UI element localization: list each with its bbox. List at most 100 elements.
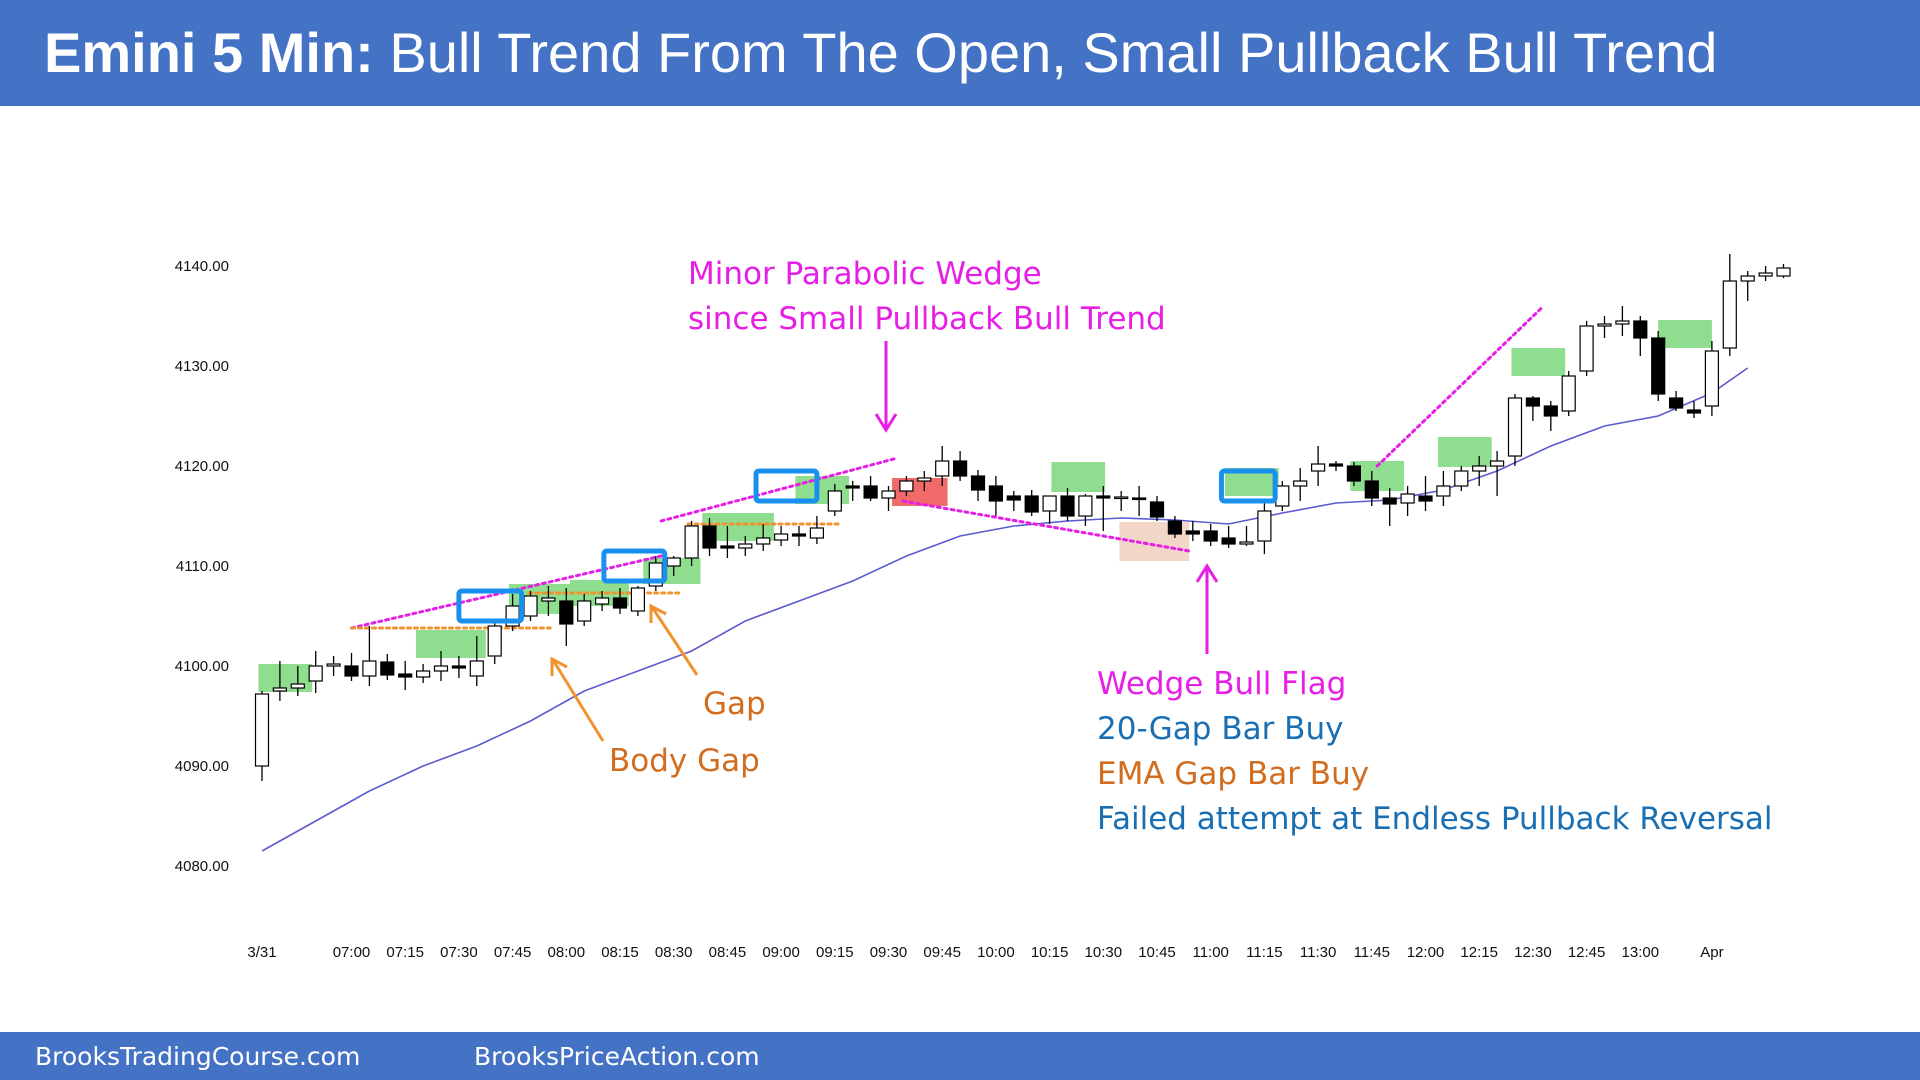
candle [935,446,950,486]
bull-candle-body [1758,272,1773,277]
candle [1436,471,1451,506]
bull-candle-body [1257,510,1272,542]
candle [1024,490,1039,516]
candle [881,486,896,511]
bear-candle-body [1382,497,1397,505]
bear-candle-body [1203,530,1218,542]
bull-candle-body [1454,470,1469,487]
candle [1740,271,1755,301]
candle [738,536,753,556]
candle [773,526,789,546]
magenta-trend-line [659,456,899,523]
footer-link-trading-course[interactable]: BrooksTradingCourse.com [35,1042,361,1071]
y-tick-label: 4080.00 [175,858,229,875]
candle [1489,451,1505,496]
candle [863,476,878,501]
green-zone [1051,462,1106,492]
bull-candle-body [666,557,681,567]
bear-candle-body [1006,495,1021,501]
bear-candle-body [1651,337,1666,395]
candle [1114,491,1129,511]
bull-candle-body [290,683,305,689]
bull-candle-body [1114,496,1129,500]
candle [1507,394,1523,466]
bear-candle-body [398,673,413,678]
parabolic-wedge-arrow [874,341,898,433]
bull-candle-body [594,597,610,605]
candle [1006,491,1021,511]
bear-candle-body [1668,397,1684,409]
candlestick-chart: 4140.00 4130.00 4120.00 4110.00 4100.00 4090.… [175,254,1791,961]
candle [1651,331,1666,401]
candle [1096,486,1111,531]
candle [1167,516,1183,538]
candle [469,636,484,686]
failed-attempt-label: Failed attempt at Endless Pullback Rever… [1097,801,1773,837]
signal-bar-box [753,468,820,504]
x-tick-label: 07:15 [386,944,424,961]
bear-candle-body [451,665,466,669]
annotations: Minor Parabolic Wedge since Small Pullba… [550,256,1773,837]
candle [433,651,449,681]
candle [344,653,359,681]
bull-candle-body [1310,463,1326,472]
candle [1239,526,1254,546]
candle [1078,494,1093,526]
candle [594,591,610,611]
bull-candle-body [1579,325,1594,372]
bear-candle-body [1131,497,1147,501]
bull-candle-body [469,660,484,677]
candle [577,594,592,626]
y-tick-label: 4130.00 [175,358,229,375]
bear-candle-body [1364,480,1379,499]
signal-bar-box [601,548,668,584]
candle [720,526,735,558]
bull-candle-body [416,670,431,678]
bull-candle-body [917,477,932,482]
candle [254,691,270,781]
candle [398,661,413,690]
candle [362,626,377,686]
candle [952,451,968,481]
bear-candle-body [1167,520,1183,535]
candle [416,664,431,683]
candle [487,621,502,664]
body-gap-arrow [550,656,605,742]
candle [791,526,807,546]
wedge-bull-flag-arrow [1195,563,1219,654]
chart-title-bold: Emini 5 Min: [44,21,374,84]
candle [1454,466,1469,491]
bear-candle-body [1060,495,1075,517]
y-axis: 4140.00 4130.00 4120.00 4110.00 4100.00 4090.… [175,258,229,875]
bear-candle-body [845,485,860,489]
candle [1382,488,1397,526]
bear-candle-body [863,485,878,499]
candle [827,484,842,516]
footer-link-price-action[interactable]: BrooksPriceAction.com [474,1042,760,1071]
wedge-bull-flag-annotation: Wedge Bull Flag 20-Gap Bar Buy EMA Gap B… [1097,563,1773,837]
bull-candle-body [1275,485,1290,507]
bull-candle-body [523,595,538,617]
candle [1776,264,1791,278]
candle [1543,401,1558,431]
bear-candle-body [952,460,968,477]
x-tick-label: 07:30 [440,944,478,961]
bear-candle-body [970,475,986,491]
gap-arrow [649,603,699,676]
bear-candle-body [1633,320,1648,339]
bull-candle-body [1615,320,1630,325]
bull-candle-body [487,625,502,657]
bear-candle-body [1686,409,1702,414]
footer-bar: BrooksTradingCourse.com BrooksPriceActio… [0,1032,1920,1080]
bull-candle-body [577,600,592,622]
bull-candle-body [809,527,825,539]
x-tick-label: 08:00 [548,944,586,961]
candle [1042,495,1057,524]
candle [290,666,305,696]
bull-candle-body [1561,375,1576,412]
candle [630,586,646,616]
chart-title: Emini 5 Min: Bull Trend From The Open, S… [44,16,1717,90]
bull-candle-body [1078,495,1093,517]
x-tick-label: 12:00 [1407,944,1445,961]
bull-candle-body [881,490,896,499]
